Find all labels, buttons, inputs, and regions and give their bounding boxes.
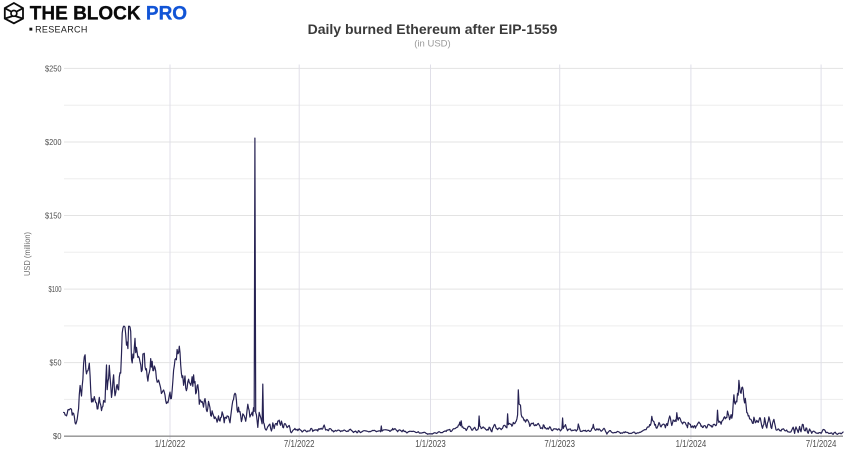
svg-text:7/1/2024: 7/1/2024 [806, 439, 837, 450]
svg-text:1/1/2023: 1/1/2023 [415, 439, 446, 450]
svg-text:$50: $50 [50, 359, 62, 368]
svg-text:1/1/2022: 1/1/2022 [155, 439, 186, 450]
svg-text:$250: $250 [45, 64, 62, 73]
svg-text:RESEARCH: RESEARCH [35, 25, 88, 35]
svg-text:THE BLOCK PRO: THE BLOCK PRO [30, 4, 187, 25]
svg-text:7/1/2022: 7/1/2022 [284, 439, 315, 450]
svg-text:$0: $0 [53, 432, 62, 441]
svg-text:USD (million): USD (million) [23, 232, 32, 276]
svg-text:Daily burned Ethereum after EI: Daily burned Ethereum after EIP-1559 [308, 21, 558, 37]
svg-text:(in USD): (in USD) [414, 39, 450, 50]
svg-text:1/1/2024: 1/1/2024 [676, 439, 707, 450]
svg-text:7/1/2023: 7/1/2023 [544, 439, 575, 450]
svg-text:$100: $100 [49, 285, 62, 294]
svg-text:$150: $150 [45, 211, 62, 220]
svg-text:$200: $200 [45, 138, 62, 147]
